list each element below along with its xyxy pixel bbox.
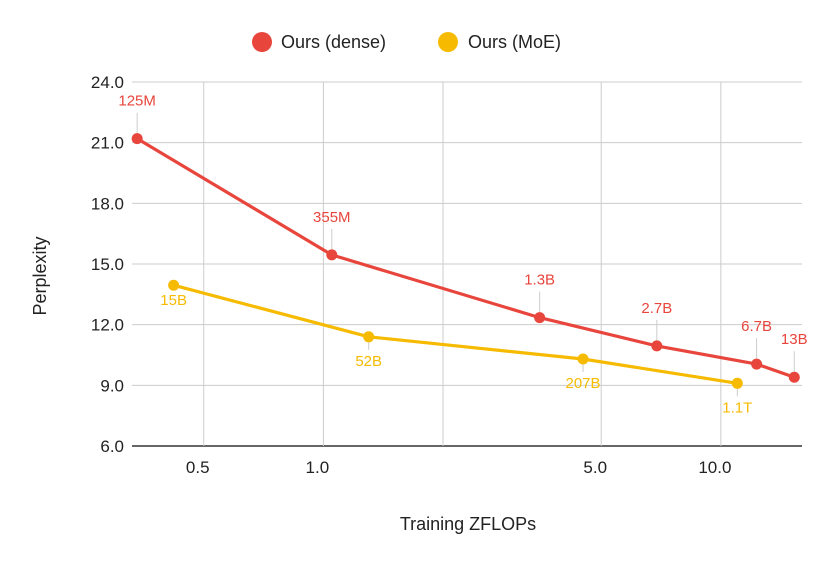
data-point bbox=[534, 312, 546, 324]
y-tick-label: 9.0 bbox=[100, 376, 124, 395]
data-point bbox=[731, 377, 743, 389]
grid bbox=[132, 81, 802, 447]
data-label: 15B bbox=[160, 292, 187, 309]
legend-marker bbox=[252, 32, 272, 52]
legend-item: Ours (MoE) bbox=[438, 32, 561, 52]
series-moe: 15B 52B 207B 1.1T bbox=[160, 279, 752, 416]
x-tick-label: 10.0 bbox=[698, 458, 731, 477]
x-axis-title: Training ZFLOPs bbox=[400, 514, 536, 534]
legend-label: Ours (dense) bbox=[281, 32, 386, 52]
series-dense: 125M 355M 1.3B 2.7B 6.7B 13B bbox=[118, 93, 808, 383]
legend: Ours (dense) Ours (MoE) bbox=[252, 32, 561, 52]
y-tick-label: 24.0 bbox=[91, 73, 124, 92]
data-label: 6.7B bbox=[741, 318, 772, 335]
x-tick-label: 5.0 bbox=[583, 458, 607, 477]
data-label: 13B bbox=[781, 331, 808, 348]
legend-label: Ours (MoE) bbox=[468, 32, 561, 52]
y-tick-label: 15.0 bbox=[91, 255, 124, 274]
data-point bbox=[751, 358, 763, 370]
data-point bbox=[651, 340, 663, 352]
y-tick-label: 18.0 bbox=[91, 194, 124, 213]
data-point bbox=[363, 331, 375, 343]
data-point bbox=[326, 249, 338, 261]
y-tick-label: 12.0 bbox=[91, 316, 124, 335]
y-tick-label: 6.0 bbox=[100, 437, 124, 456]
legend-item: Ours (dense) bbox=[252, 32, 386, 52]
data-point bbox=[168, 279, 180, 291]
data-label: 1.1T bbox=[722, 399, 752, 416]
data-label: 355M bbox=[313, 209, 351, 226]
y-tick-label: 21.0 bbox=[91, 134, 124, 153]
series-line bbox=[172, 283, 739, 385]
data-label: 207B bbox=[566, 375, 601, 392]
y-axis-title: Perplexity bbox=[30, 236, 50, 315]
data-label: 1.3B bbox=[524, 272, 555, 289]
data-label: 2.7B bbox=[641, 300, 672, 317]
x-tick-label: 0.5 bbox=[186, 458, 210, 477]
legend-marker bbox=[438, 32, 458, 52]
data-label: 125M bbox=[118, 93, 156, 110]
x-axis-ticks: 0.5 1.0 5.0 10.0 bbox=[186, 458, 732, 477]
data-point bbox=[788, 371, 800, 383]
data-point bbox=[131, 133, 143, 145]
series-line bbox=[135, 137, 796, 379]
series-layer: 125M 355M 1.3B 2.7B 6.7B 13B 15B 52B 207B 1.1T bbox=[118, 93, 807, 417]
y-axis-ticks: 6.0 9.0 12.0 15.0 18.0 21.0 24.0 bbox=[91, 73, 124, 456]
x-tick-label: 1.0 bbox=[306, 458, 330, 477]
data-point bbox=[577, 353, 589, 365]
data-label: 52B bbox=[355, 353, 382, 370]
